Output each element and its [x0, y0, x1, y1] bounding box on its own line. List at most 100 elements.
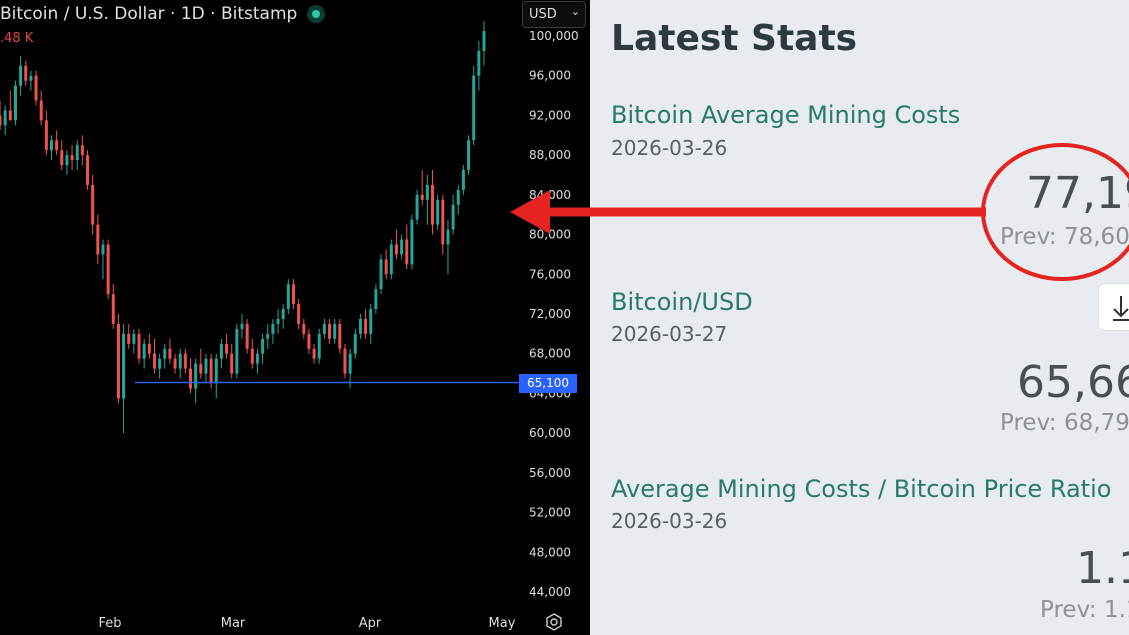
candle	[394, 229, 398, 260]
volume-readout: .48 K	[0, 31, 34, 46]
candle	[472, 65, 476, 146]
page-title: Latest Stats	[611, 18, 858, 59]
candle	[194, 358, 198, 404]
candle	[358, 314, 362, 339]
candle	[291, 279, 295, 310]
y-tick-label: 100,000	[529, 29, 579, 43]
y-tick-label: 96,000	[529, 69, 571, 83]
candle	[127, 323, 131, 349]
candle	[8, 90, 12, 121]
candle	[178, 348, 182, 379]
candle	[91, 175, 95, 235]
candle	[302, 318, 306, 339]
candle	[451, 194, 455, 235]
stat-value-cost-price-ratio: 1.12	[1076, 543, 1129, 594]
stat-date-bitcoin-usd: 2026-03-27	[611, 322, 728, 346]
candle	[374, 284, 378, 314]
candle	[137, 328, 141, 364]
currency-select[interactable]: USD ⌄	[522, 1, 586, 28]
x-tick-label: Apr	[359, 616, 382, 631]
price-line-label: 65,100	[519, 374, 577, 393]
chevron-down-icon: ⌄	[570, 5, 580, 18]
live-status-icon	[307, 5, 325, 23]
candle	[410, 214, 414, 270]
candle	[173, 353, 177, 374]
candle	[24, 60, 28, 86]
candle	[322, 318, 326, 339]
candle	[158, 353, 162, 379]
candle	[55, 130, 59, 156]
candle	[219, 338, 223, 369]
candle	[338, 318, 342, 354]
candle	[111, 284, 115, 329]
candle	[250, 338, 254, 369]
candle	[364, 309, 368, 339]
candle	[225, 333, 229, 359]
candle	[142, 338, 146, 369]
candle	[307, 328, 311, 354]
candle	[312, 343, 316, 364]
candle	[80, 135, 84, 166]
y-tick-label: 48,000	[529, 545, 571, 559]
candle	[384, 249, 388, 280]
candle	[29, 70, 33, 91]
candle	[199, 348, 203, 379]
candle	[343, 343, 347, 379]
candle	[420, 170, 424, 205]
y-tick-label: 44,000	[529, 585, 571, 599]
stat-title-cost-price-ratio[interactable]: Average Mining Costs / Bitcoin Price Rat…	[611, 475, 1112, 503]
y-tick-label: 84,000	[529, 188, 571, 202]
y-tick-label: 76,000	[529, 267, 571, 281]
candle	[65, 150, 69, 175]
latest-stats-panel: Latest Stats Bitcoin Average Mining Cost…	[590, 0, 1129, 635]
candle	[405, 224, 409, 270]
candle	[39, 90, 43, 126]
x-tick-label: Feb	[98, 616, 121, 631]
candle	[328, 318, 332, 344]
candle	[255, 348, 259, 374]
candle	[436, 194, 440, 230]
candle	[13, 80, 17, 126]
candle	[441, 194, 445, 255]
stat-prev-cost-price-ratio: Prev: 1.1	[1040, 597, 1129, 623]
stat-title-mining-costs[interactable]: Bitcoin Average Mining Costs	[611, 101, 961, 129]
candle	[431, 170, 435, 235]
candle	[60, 140, 64, 171]
candle	[240, 314, 244, 339]
candle	[266, 323, 270, 349]
candle	[70, 145, 74, 171]
download-button[interactable]	[1099, 284, 1129, 330]
candle	[0, 100, 2, 131]
y-tick-label: 52,000	[529, 506, 571, 520]
candle	[168, 338, 172, 364]
stat-prev-mining-costs: Prev: 78,60	[1000, 224, 1129, 250]
candlestick-chart[interactable]: 100,000 96,000 92,000 88,000 84,000 80,000 76,…	[0, 0, 590, 635]
candle	[425, 175, 429, 225]
candle	[86, 150, 90, 190]
candle	[49, 135, 53, 161]
candle	[369, 304, 373, 344]
y-tick-label: 80,000	[529, 228, 571, 242]
x-tick-label: May	[489, 616, 516, 631]
stat-value-mining-costs: 77,193	[1026, 168, 1129, 219]
candle	[400, 234, 404, 260]
candle	[276, 309, 280, 334]
candle	[456, 184, 460, 215]
candle	[19, 55, 23, 96]
chart-settings-icon[interactable]	[544, 612, 564, 632]
candle	[44, 110, 48, 156]
candle	[297, 299, 301, 329]
candle	[286, 279, 290, 314]
candle	[106, 239, 110, 300]
candle	[333, 318, 337, 344]
candle	[214, 353, 218, 399]
candle	[96, 214, 100, 265]
stat-title-bitcoin-usd[interactable]: Bitcoin/USD	[611, 288, 753, 316]
price-chart-panel[interactable]: 100,000 96,000 92,000 88,000 84,000 80,000 76,…	[0, 0, 590, 635]
candle	[147, 333, 151, 359]
y-tick-label: 92,000	[529, 108, 571, 122]
candle	[389, 239, 393, 280]
candle	[317, 328, 321, 364]
candle	[122, 323, 126, 434]
candle	[204, 353, 208, 384]
